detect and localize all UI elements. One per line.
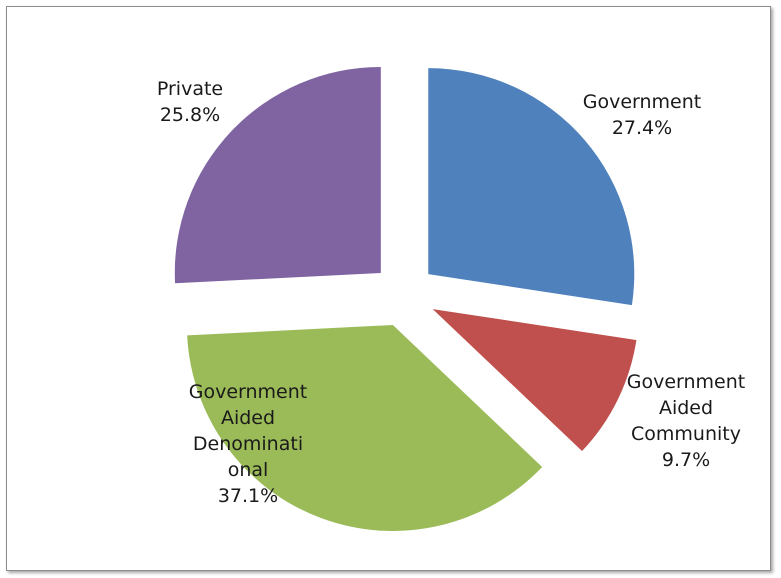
- slice-label-line: 27.4%: [612, 117, 672, 139]
- slice-label-line: Private: [157, 78, 223, 100]
- pie-slice-1: [432, 309, 637, 452]
- pie-slice-0: [428, 68, 635, 306]
- slice-label-2: Government Aided Denominati onal 37.1%: [189, 381, 308, 507]
- slice-label-line: Aided: [221, 407, 275, 429]
- slice-label-line: 37.1%: [218, 485, 278, 507]
- slice-label-1: Government Aided Community 9.7%: [627, 371, 746, 471]
- slice-label-0: Government 27.4%: [583, 91, 702, 139]
- slice-label-line: 25.8%: [160, 104, 220, 126]
- slice-label-3: Private 25.8%: [157, 78, 223, 126]
- slice-label-line: Government: [627, 371, 746, 393]
- slice-label-line: onal: [228, 459, 269, 481]
- slice-label-line: Community: [631, 423, 741, 445]
- slice-label-line: Aided: [659, 397, 713, 419]
- slice-label-line: 9.7%: [662, 449, 710, 471]
- slice-label-line: Government: [583, 91, 702, 113]
- slice-label-line: Denominati: [193, 433, 303, 455]
- pie-slice-3: [174, 66, 381, 284]
- slice-label-line: Government: [189, 381, 308, 403]
- pie-slice-2: [187, 325, 543, 532]
